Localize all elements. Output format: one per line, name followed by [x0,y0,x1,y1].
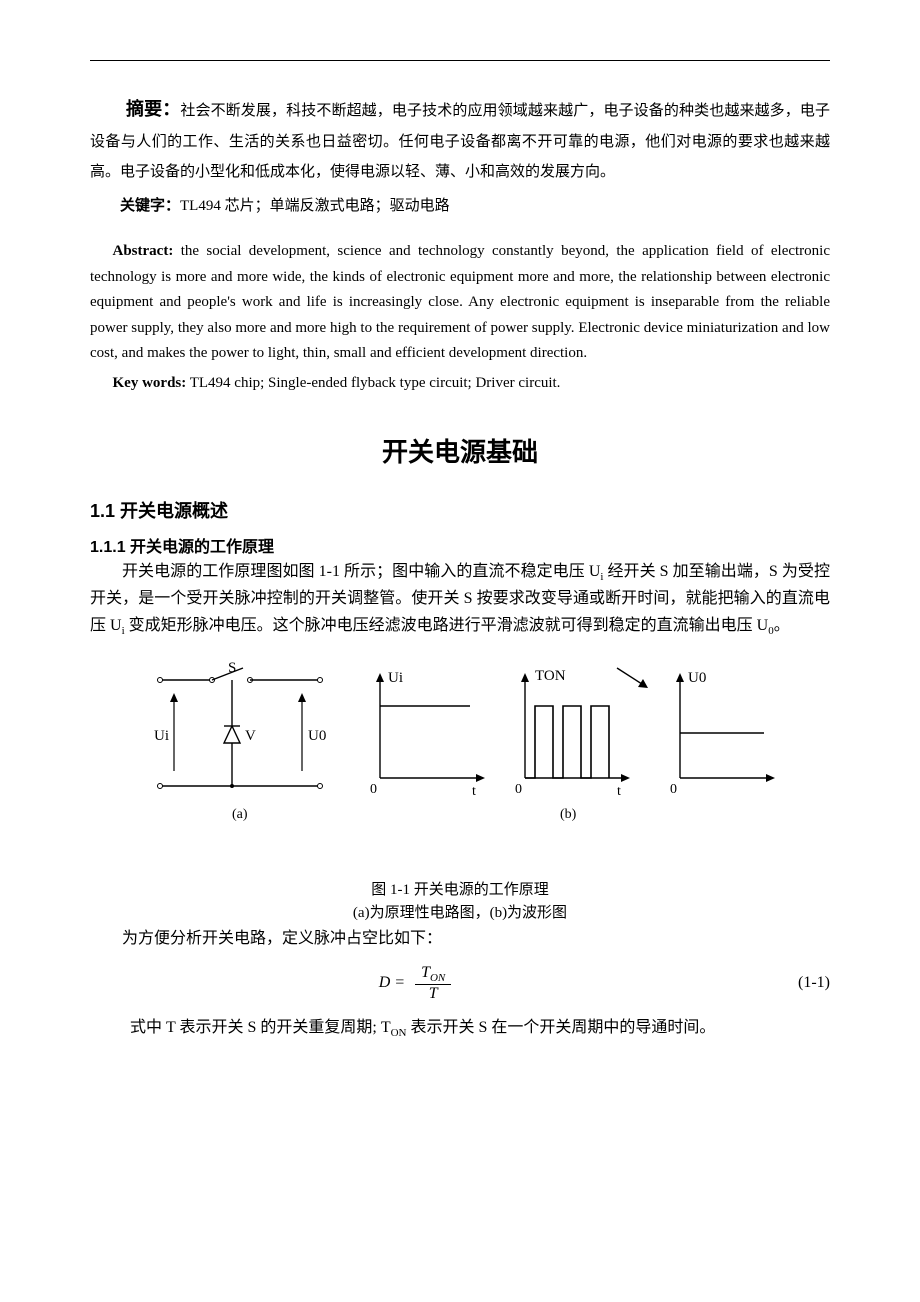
label-Ui-circuit: Ui [154,728,169,744]
abstract-cn: 摘要：社会不断发展，科技不断超越，电子技术的应用领域越来越广，电子设备的种类也越… [90,91,830,187]
zero-2: 0 [515,782,522,797]
keywords-cn: 关键字：TL494 芯片；单端反激式电路；驱动电路 [90,191,830,221]
figure-caption: 图 1-1 开关电源的工作原理 [90,878,830,899]
label-U0-circuit: U0 [308,728,326,744]
header-rule [90,60,830,61]
label-S: S [228,660,236,676]
label-V: V [245,728,256,744]
formula-fraction: TON T [415,964,451,1003]
keywords-en-text: TL494 chip; Single-ended flyback type ci… [186,375,560,391]
zero-1: 0 [370,782,377,797]
final-b: 表示开关 S 在一个开关周期中的导通时间。 [407,1019,716,1036]
t-2: t [617,784,621,799]
keywords-en-label: Key words: [113,375,187,391]
t-1: t [472,784,476,799]
spacer [90,838,830,864]
figure-1-1: S V Ui U0 (a) [150,658,830,828]
body1-a: 开关电源的工作原理图如图 1-1 所示；图中输入的直流不稳定电压 U [122,563,600,580]
subsection-heading: 1.1.1 开关电源的工作原理 [90,533,830,557]
formula-body: D = TON T [90,964,740,1003]
formula-numerator: TON [415,964,451,985]
keywords-cn-label: 关键字： [120,198,180,214]
formula-denominator: T [415,985,451,1003]
label-b: (b) [560,807,577,822]
final-a: 式中 T 表示开关 S 的开关重复周期; T [130,1019,391,1036]
num-T: T [421,964,430,981]
formula-number: (1-1) [740,974,830,992]
formula-lhs: D = [379,974,405,991]
abstract-en-text: the social development, science and tech… [90,243,830,361]
keywords-cn-text: TL494 芯片；单端反激式电路；驱动电路 [180,198,450,214]
label-a: (a) [232,807,248,822]
formula-1-1: D = TON T (1-1) [90,964,830,1003]
abstract-en-label: Abstract: [113,243,174,259]
section-heading: 1.1 开关电源概述 [90,497,830,523]
zero-3: 0 [670,782,677,797]
paragraph-2: 为方便分析开关电路，定义脉冲占空比如下： [90,926,830,952]
abstract-en: Abstract: the social development, scienc… [90,239,830,367]
body-paragraph-1: 开关电源的工作原理图如图 1-1 所示；图中输入的直流不稳定电压 Ui 经开关 … [90,559,830,640]
label-U0-wave: U0 [688,670,706,686]
body1-d: 。 [774,617,790,634]
page: 摘要：社会不断发展，科技不断超越，电子技术的应用领域越来越广，电子设备的种类也越… [0,0,920,1082]
final-paragraph: 式中 T 表示开关 S 的开关重复周期; TON 表示开关 S 在一个开关周期中… [90,1015,830,1043]
label-Ui-wave: Ui [388,670,403,686]
abstract-cn-text: 社会不断发展，科技不断超越，电子技术的应用领域越来越广，电子设备的种类也越来越多… [90,103,830,180]
body1-c: 变成矩形脉冲电压。这个脉冲电压经滤波电路进行平滑滤波就可得到稳定的直流输出电压 … [125,617,769,634]
abstract-cn-label: 摘要： [126,99,180,119]
label-Ton: TON [535,668,566,684]
final-sub: ON [391,1027,407,1039]
figure-subcaption: (a)为原理性电路图，(b)为波形图 [90,901,830,922]
keywords-en: Key words: TL494 chip; Single-ended flyb… [90,371,830,397]
circuit-diagram: S V Ui U0 (a) [150,658,330,828]
waveforms: Ui 0 t TON 0 t [360,658,780,828]
main-title: 开关电源基础 [90,432,830,469]
num-sub: ON [430,972,445,984]
